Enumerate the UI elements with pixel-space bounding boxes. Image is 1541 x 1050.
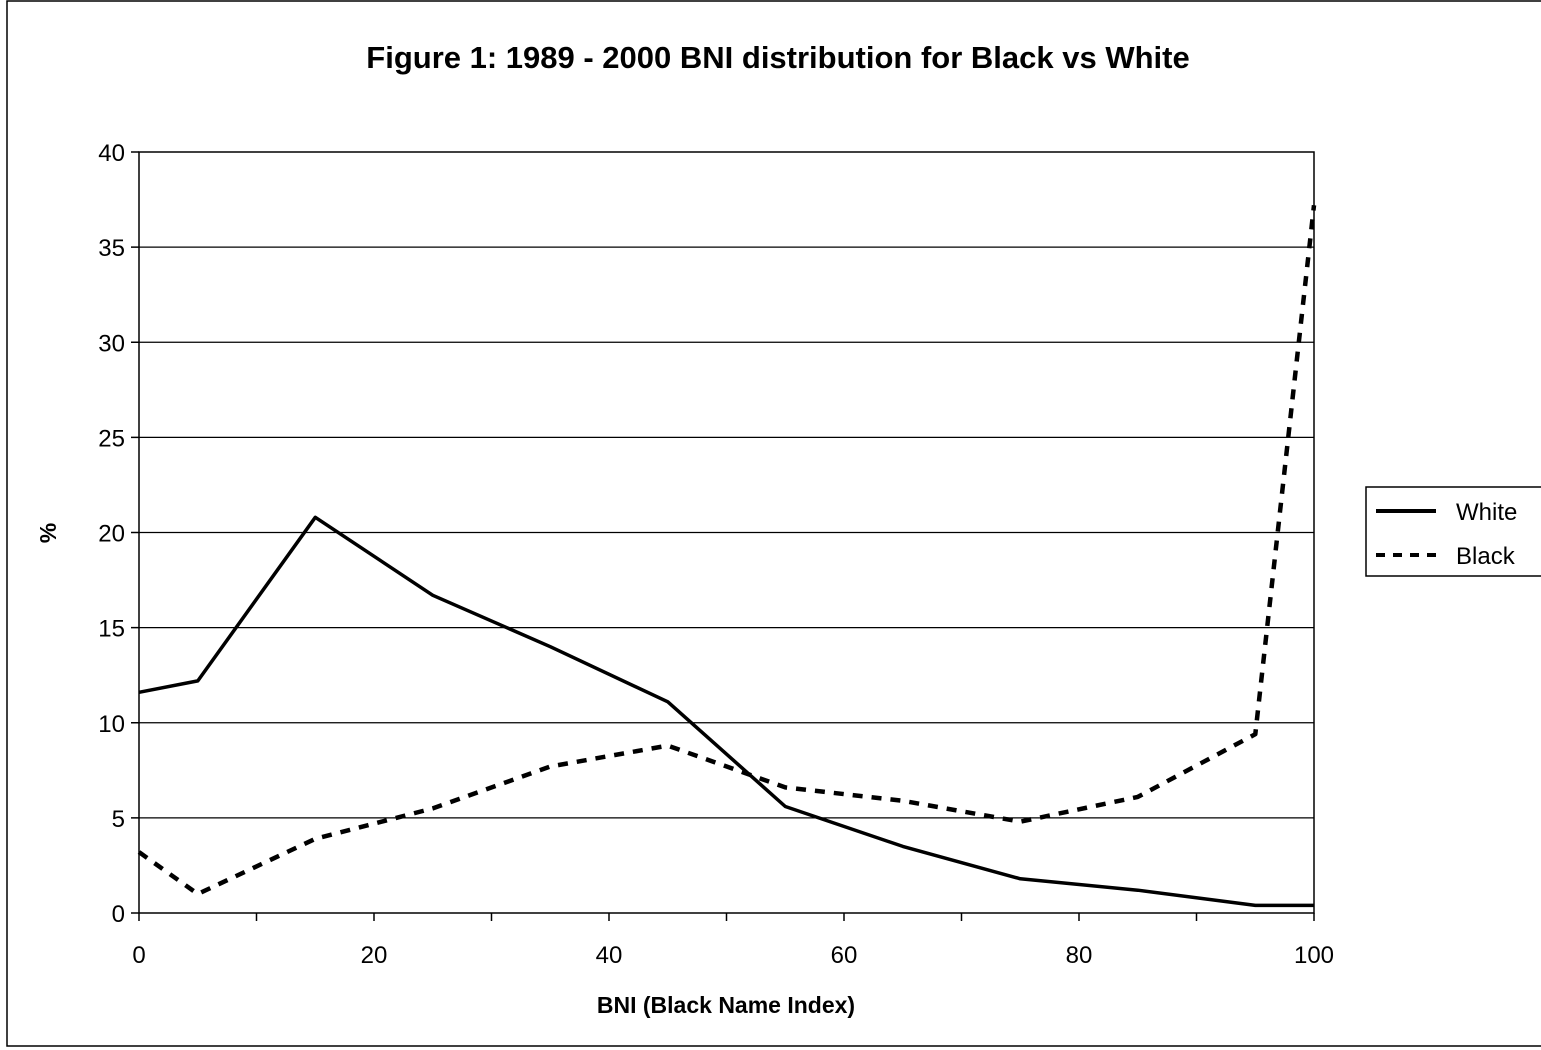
data-point-black: [195, 891, 201, 897]
legend-label-white: White: [1456, 499, 1517, 526]
y-tick-label: 30: [98, 330, 125, 357]
x-axis-title: BNI (Black Name Index): [597, 992, 855, 1018]
x-tick-label: 20: [361, 942, 388, 969]
x-tick-label: 60: [831, 942, 858, 969]
x-tick-label: 0: [132, 942, 145, 969]
y-tick-label: 15: [98, 616, 125, 643]
series-line-white: [138, 515, 1314, 908]
axes: 0 5 10 15 20 25 30 35 40 0 20 40 60 80 100: [98, 140, 1334, 969]
series-line-black: [137, 205, 1317, 897]
y-tick-label: 0: [112, 901, 125, 928]
y-tick-label: 10: [98, 711, 125, 738]
y-tick-label: 25: [98, 425, 125, 452]
y-tick-label: 5: [112, 806, 125, 833]
x-tick-label: 80: [1066, 942, 1093, 969]
series-lines: [137, 205, 1317, 908]
legend-label-black: Black: [1456, 543, 1516, 570]
y-tick-label: 40: [98, 140, 125, 167]
y-tick-label: 35: [98, 235, 125, 262]
y-tick-label: 20: [98, 521, 125, 548]
y-axis-title: %: [35, 523, 61, 543]
data-point-black: [900, 798, 906, 804]
gridlines: [139, 246, 1314, 819]
x-tick-label: 40: [596, 942, 623, 969]
x-tick-label: 100: [1294, 942, 1334, 969]
chart-title: Figure 1: 1989 - 2000 BNI distribution f…: [366, 40, 1189, 75]
legend-box: [1365, 486, 1541, 577]
chart-frame: [6, 0, 1541, 1047]
legend: White Black: [1365, 486, 1541, 577]
